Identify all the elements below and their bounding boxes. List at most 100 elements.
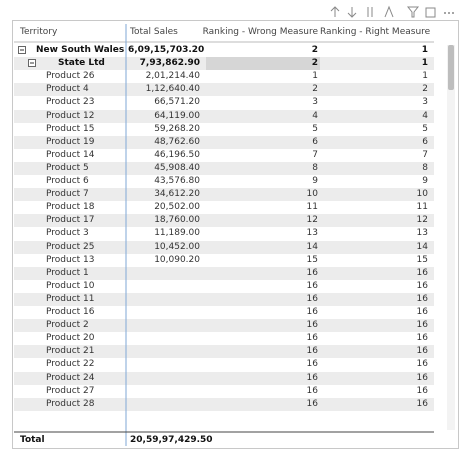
cell-value: 16 xyxy=(306,307,318,317)
row-label: Product 14 xyxy=(46,149,95,160)
cell-value: 2,01,214.40 xyxy=(145,71,200,82)
cell-value: 3 xyxy=(422,97,428,108)
cell-value: 16 xyxy=(306,333,318,344)
row-background xyxy=(14,240,434,254)
cell-value: 2 xyxy=(311,45,318,55)
cell-value: 16 xyxy=(416,293,428,304)
cell-value: 15 xyxy=(416,254,428,265)
cell-value: 1,12,640.40 xyxy=(145,84,200,95)
cell-value: 11 xyxy=(416,202,428,213)
cell-value: 2 xyxy=(311,58,318,69)
row-background xyxy=(14,135,434,149)
row-label: New South Wales xyxy=(36,45,125,55)
filter-icon[interactable] xyxy=(406,6,420,18)
cell-value: 48,762.60 xyxy=(154,136,200,147)
row-label: Product 21 xyxy=(46,346,95,357)
cell-value: 16 xyxy=(306,280,318,291)
cell-value: 8 xyxy=(312,162,318,173)
cell-value: 5 xyxy=(422,123,428,134)
cell-value: 59,268.20 xyxy=(154,123,200,134)
row-background xyxy=(14,214,434,228)
column-header: Ranking - Wrong Measure xyxy=(202,27,318,37)
drill-down-icon[interactable] xyxy=(347,7,357,18)
row-background xyxy=(14,188,434,202)
cell-value: 11 xyxy=(306,202,318,213)
row-label: Product 23 xyxy=(46,97,95,108)
cell-value: 1 xyxy=(422,71,428,82)
cell-value: 46,196.50 xyxy=(154,149,200,160)
cell-value: 7 xyxy=(312,149,318,160)
row-label: Product 15 xyxy=(46,123,95,134)
cell-value: 16 xyxy=(306,385,318,396)
cell-value: 66,571.20 xyxy=(154,97,200,108)
cell-value: 1 xyxy=(421,58,428,69)
cell-value: 12 xyxy=(416,215,428,226)
selected-cell xyxy=(206,57,320,71)
row-background xyxy=(14,345,434,359)
row-label: Product 25 xyxy=(46,241,95,252)
expand-all-icon[interactable] xyxy=(384,5,394,18)
more-options-icon[interactable] xyxy=(444,12,454,14)
cell-value: 12 xyxy=(306,215,318,226)
focus-mode-icon[interactable] xyxy=(425,7,436,18)
row-label: Product 12 xyxy=(46,110,95,121)
cell-value: 3 xyxy=(312,97,318,108)
cell-value: 10 xyxy=(306,189,318,200)
cell-value: 1 xyxy=(421,45,428,55)
drill-up-icon[interactable] xyxy=(330,6,340,17)
cell-value: 16 xyxy=(306,267,318,278)
cell-value: 43,576.80 xyxy=(154,176,200,186)
row-label: Product 28 xyxy=(46,398,95,409)
cell-value: 6 xyxy=(312,136,318,147)
cell-value: 5 xyxy=(312,123,318,134)
row-background xyxy=(14,371,434,385)
cell-value: 7 xyxy=(422,149,428,160)
row-background xyxy=(14,109,434,123)
row-label: Product 7 xyxy=(46,189,89,200)
cell-value: 6 xyxy=(422,136,428,147)
cell-value: 4 xyxy=(312,110,318,121)
row-label: Product 6 xyxy=(46,176,89,186)
row-label: Product 5 xyxy=(46,162,89,173)
cell-value: 16 xyxy=(306,398,318,409)
collapse-toggle[interactable] xyxy=(18,46,27,55)
row-label: Product 24 xyxy=(46,372,95,383)
cell-value: 45,908.40 xyxy=(154,162,200,173)
row-label: Product 20 xyxy=(46,333,95,344)
column-header: Total Sales xyxy=(130,27,178,37)
cell-value: 18,760.00 xyxy=(154,215,200,226)
cell-value: 11,189.00 xyxy=(154,228,200,239)
cell-value: 4 xyxy=(422,110,428,121)
row-label: Product 1 xyxy=(46,267,89,278)
row-label: Product 10 xyxy=(46,280,95,291)
cell-value: 10,090.20 xyxy=(154,254,200,265)
cell-value: 20,502.00 xyxy=(154,202,200,213)
cell-value: 10,452.00 xyxy=(154,241,200,252)
row-background xyxy=(14,319,434,333)
cell-value: 16 xyxy=(416,267,428,278)
row-label: Product 3 xyxy=(46,228,89,239)
cell-value: 9 xyxy=(312,176,318,186)
expand-next-level-icon[interactable] xyxy=(367,7,373,17)
row-label: Product 11 xyxy=(46,293,95,304)
column-header: Ranking - Right Measure xyxy=(320,27,431,37)
cell-value: 16 xyxy=(416,359,428,370)
cell-value: 16 xyxy=(306,293,318,304)
cell-value: 2 xyxy=(422,84,428,95)
cell-value: 16 xyxy=(416,398,428,409)
cell-value: 6,09,15,703.20 xyxy=(128,45,205,55)
cell-value: 16 xyxy=(416,372,428,383)
total-label: Total xyxy=(20,435,45,445)
cell-value: 10 xyxy=(416,189,428,200)
row-label: Product 18 xyxy=(46,202,95,213)
cell-value: 16 xyxy=(416,320,428,331)
row-label: State Ltd xyxy=(58,58,105,69)
row-label: Product 13 xyxy=(46,254,95,265)
cell-value: 7,93,862.90 xyxy=(139,58,200,69)
row-label: Product 22 xyxy=(46,359,95,370)
cell-value: 14 xyxy=(306,241,318,252)
row-label: Product 26 xyxy=(46,71,95,82)
cell-value: 34,612.20 xyxy=(154,189,200,200)
collapse-toggle[interactable] xyxy=(28,59,37,68)
visual-header-icons xyxy=(330,5,454,18)
